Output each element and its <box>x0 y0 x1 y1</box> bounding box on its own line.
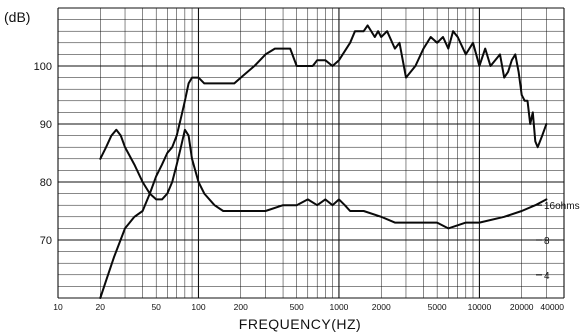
y-tick-label: 70 <box>40 235 52 247</box>
x-tick-label: 40000 <box>540 302 564 312</box>
x-axis-label: FREQUENCY(HZ) <box>239 316 361 332</box>
y-tick-label: 80 <box>40 177 52 189</box>
impedance-label: 4 <box>544 271 550 282</box>
x-tick-label: 20000 <box>510 302 534 312</box>
x-tick-label: 500 <box>290 302 304 312</box>
x-tick-labels: 10 20 50 100 200 500 1000 2000 5000 10000 20000 400… <box>53 302 564 312</box>
x-tick-label: 5000 <box>428 302 447 312</box>
series-curves <box>99 24 548 299</box>
y-tick-label: 100 <box>34 61 52 73</box>
impedance-scale-labels: 16ohms 8 4 <box>536 201 580 282</box>
y-axis-label: (dB) <box>4 9 30 25</box>
x-tick-label: 2000 <box>372 302 391 312</box>
x-tick-label: 100 <box>191 302 205 312</box>
x-tick-label: 10 <box>53 302 63 312</box>
y-tick-label: 90 <box>40 119 52 131</box>
series-line-1 <box>99 24 548 299</box>
x-tick-label: 10000 <box>468 302 492 312</box>
x-tick-label: 50 <box>151 302 161 312</box>
x-tick-label: 20 <box>96 302 106 312</box>
impedance-label: 16ohms <box>544 201 580 212</box>
y-tick-labels: 70 80 90 100 <box>34 61 52 247</box>
x-tick-label: 1000 <box>329 302 348 312</box>
impedance-label: 8 <box>544 236 550 247</box>
x-tick-label: 200 <box>234 302 248 312</box>
series-line-2 <box>99 128 548 230</box>
grid <box>57 7 565 299</box>
